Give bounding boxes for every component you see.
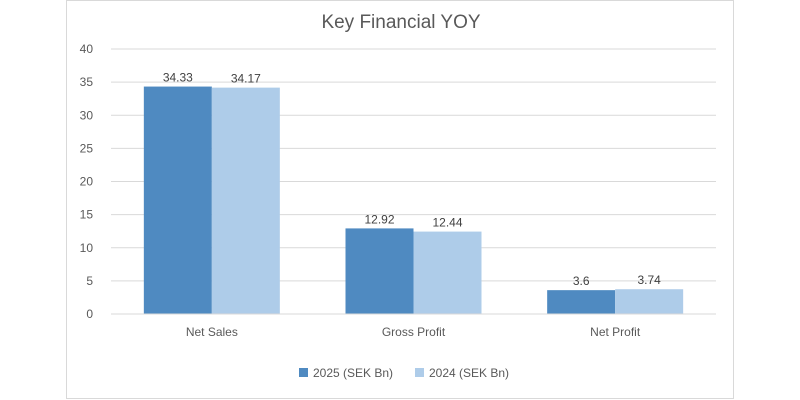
y-tick-label: 15 bbox=[80, 208, 94, 222]
bar bbox=[143, 86, 212, 314]
bar bbox=[345, 228, 414, 314]
y-tick-label: 0 bbox=[86, 307, 93, 321]
legend-label: 2024 (SEK Bn) bbox=[429, 366, 509, 380]
chart-svg: Key Financial YOY 0 5 10 15 20 25 30 35 40 34.33… bbox=[80, 12, 716, 380]
y-tick-label: 40 bbox=[80, 42, 94, 56]
legend-swatch bbox=[299, 368, 308, 377]
bar bbox=[547, 290, 616, 314]
data-label: 12.92 bbox=[364, 212, 394, 226]
legend-swatch bbox=[415, 368, 424, 377]
y-tick-label: 35 bbox=[80, 75, 94, 89]
bars bbox=[143, 86, 684, 314]
y-tick-label: 30 bbox=[80, 108, 94, 122]
x-category-label: Net Sales bbox=[186, 325, 238, 339]
y-tick-label: 25 bbox=[80, 141, 94, 155]
x-axis-categories: Net Sales Gross Profit Net Profit bbox=[111, 313, 716, 339]
bar bbox=[211, 87, 280, 314]
y-tick-label: 5 bbox=[86, 274, 93, 288]
data-label: 3.74 bbox=[637, 273, 661, 287]
chart-frame: Key Financial YOY 0 5 10 15 20 25 30 35 40 34.33… bbox=[66, 0, 734, 399]
bar bbox=[413, 231, 482, 314]
legend: 2025 (SEK Bn) 2024 (SEK Bn) bbox=[299, 366, 509, 380]
y-tick-label: 10 bbox=[80, 241, 94, 255]
data-label: 34.33 bbox=[163, 71, 193, 85]
bar bbox=[615, 289, 684, 314]
data-label: 34.17 bbox=[231, 72, 261, 86]
data-labels: 34.33 34.17 12.92 12.44 3.6 3.74 bbox=[163, 71, 661, 289]
x-category-label: Net Profit bbox=[590, 325, 641, 339]
data-label: 3.6 bbox=[573, 274, 590, 288]
x-category-label: Gross Profit bbox=[382, 325, 446, 339]
data-label: 12.44 bbox=[432, 216, 462, 230]
y-tick-label: 20 bbox=[80, 175, 94, 189]
chart-title: Key Financial YOY bbox=[321, 12, 480, 33]
y-axis-ticks: 0 5 10 15 20 25 30 35 40 bbox=[80, 42, 94, 321]
legend-label: 2025 (SEK Bn) bbox=[313, 366, 393, 380]
